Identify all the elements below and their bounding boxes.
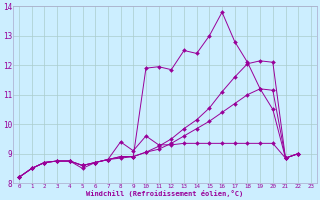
X-axis label: Windchill (Refroidissement éolien,°C): Windchill (Refroidissement éolien,°C) [86,190,244,197]
